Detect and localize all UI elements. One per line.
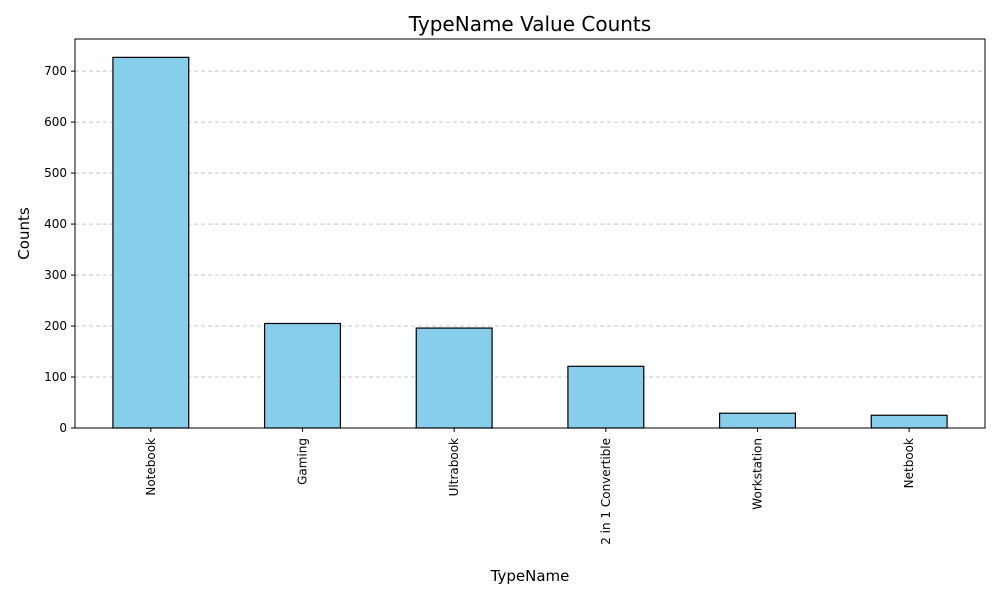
x-tick-label: Gaming xyxy=(296,438,310,485)
bar-gaming xyxy=(263,322,342,429)
chart-title: TypeName Value Counts xyxy=(408,12,651,36)
x-axis-label: TypeName xyxy=(490,567,570,585)
bar-ultrabook xyxy=(415,327,493,429)
plot-frame xyxy=(74,38,986,429)
bar-netbook xyxy=(870,414,948,429)
x-tick-label: Workstation xyxy=(751,438,765,510)
y-tick-label: 700 xyxy=(44,64,67,78)
bar-2-in-1-convertible xyxy=(567,365,645,429)
y-tick-label: 200 xyxy=(44,319,67,333)
x-tick-label: 2 in 1 Convertible xyxy=(599,438,613,545)
y-tick-label: 400 xyxy=(44,217,67,231)
y-tick-label: 100 xyxy=(44,370,67,384)
y-tick-label: 500 xyxy=(44,166,67,180)
y-tick-label: 0 xyxy=(59,421,67,435)
x-tick-label: Netbook xyxy=(902,438,916,488)
y-axis-label: Counts xyxy=(15,207,33,260)
bar-workstation xyxy=(718,412,797,429)
bars xyxy=(112,56,948,429)
x-tick-label: Notebook xyxy=(144,438,158,496)
gridlines xyxy=(75,70,985,378)
y-tick-label: 300 xyxy=(44,268,67,282)
x-tick-label: Ultrabook xyxy=(447,438,461,496)
y-axis-ticks: 0 100 200 300 400 500 600 700 xyxy=(44,64,75,435)
x-axis-ticks: Notebook Gaming Ultrabook 2 in 1 Convertibl… xyxy=(144,428,916,545)
y-tick-label: 600 xyxy=(44,115,67,129)
bar-notebook xyxy=(112,56,190,429)
